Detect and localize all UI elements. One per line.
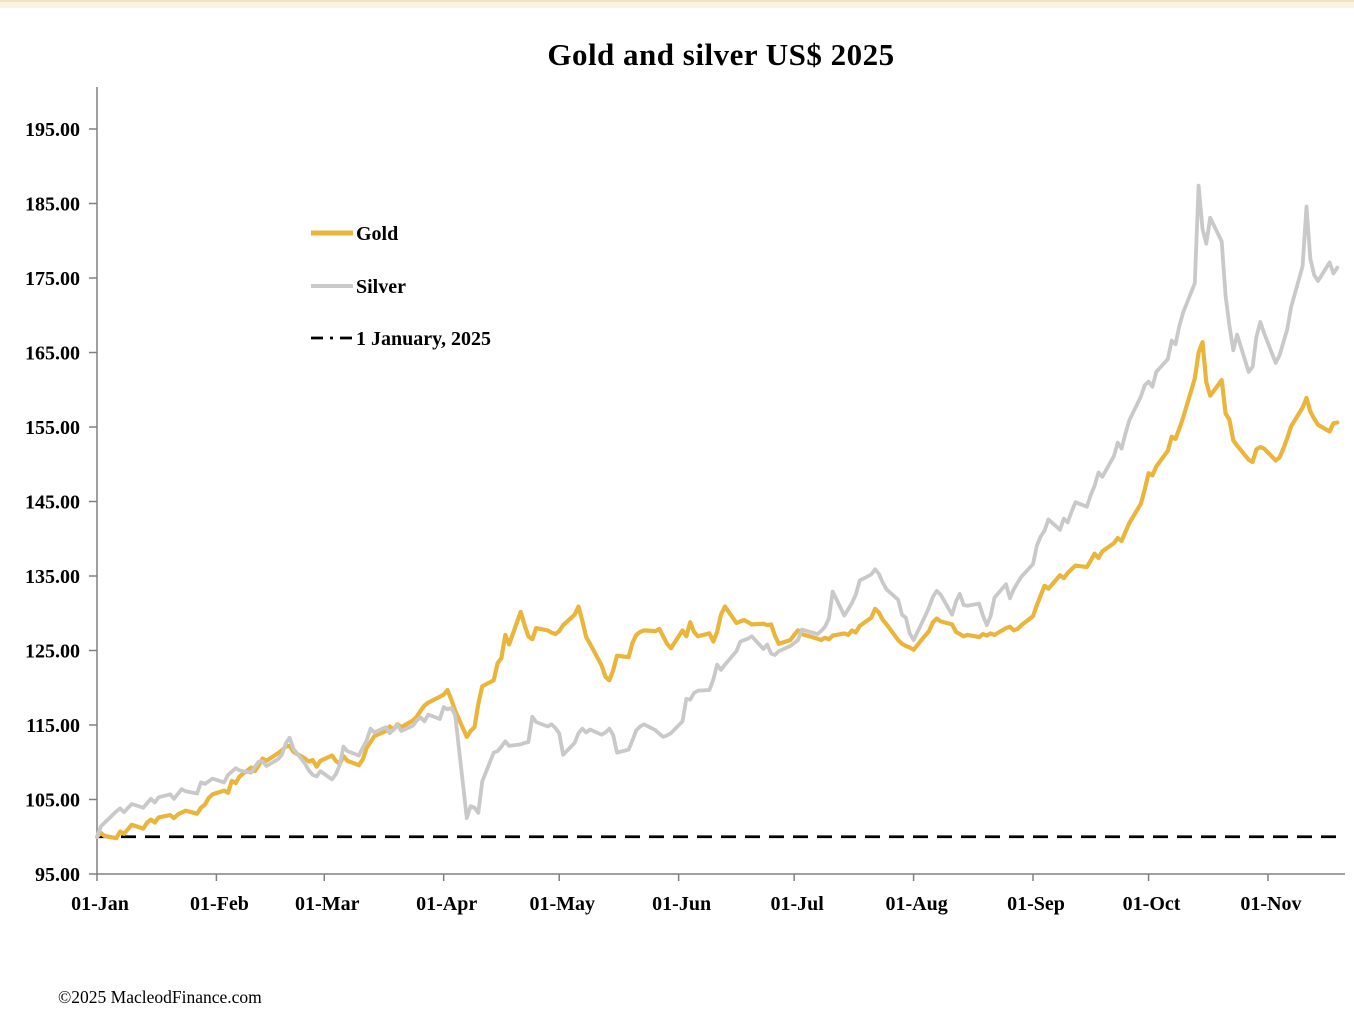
- copyright-text: ©2025 MacleodFinance.com: [58, 987, 262, 1007]
- x-tick-label: 01-Mar: [295, 893, 360, 915]
- axes: [89, 87, 1345, 881]
- y-tick-label: 175.00: [25, 268, 80, 290]
- y-tick-label: 115.00: [26, 715, 80, 737]
- gold-line: [94, 340, 1340, 841]
- y-tick-label: 105.00: [25, 790, 80, 812]
- x-tick-label: 01-Nov: [1240, 893, 1301, 915]
- y-tick-label: 135.00: [25, 566, 80, 588]
- x-tick-label: 01-Jun: [652, 893, 711, 915]
- legend: Gold Silver 1 January, 2025: [311, 223, 491, 350]
- x-tick-label: 01-May: [529, 893, 595, 915]
- x-tick-label: 01-Jul: [771, 893, 825, 915]
- y-tick-label: 95.00: [35, 864, 80, 886]
- x-tick-label: 01-Aug: [885, 893, 947, 915]
- y-tick-label: 165.00: [25, 343, 80, 365]
- silver-line: [95, 183, 1340, 839]
- y-axis-labels: 95.00 105.00 115.00 125.00 135.00 145.00 155.0…: [25, 119, 80, 886]
- x-tick-label: 01-Sep: [1007, 893, 1065, 915]
- top-accent-band: [0, 0, 1354, 8]
- axis-lines: [96, 87, 1345, 875]
- legend-label: 1 January, 2025: [356, 328, 491, 350]
- chart-title: Gold and silver US$ 2025: [547, 36, 895, 72]
- y-tick-label: 145.00: [25, 492, 80, 514]
- x-tick-label: 01-Feb: [190, 893, 249, 915]
- legend-label: Gold: [356, 223, 398, 245]
- x-axis-labels: 01-Jan 01-Feb 01-Mar 01-Apr 01-May 01-Jun 01-J…: [71, 893, 1301, 915]
- x-tick-label: 01-Oct: [1123, 893, 1181, 915]
- y-tick-label: 195.00: [25, 119, 80, 141]
- y-tick-label: 155.00: [25, 417, 80, 439]
- y-tick-label: 185.00: [25, 194, 80, 216]
- legend-label: Silver: [356, 276, 406, 298]
- x-tick-label: 01-Jan: [71, 893, 129, 915]
- x-tick-label: 01-Apr: [416, 893, 477, 915]
- y-tick-label: 125.00: [25, 641, 80, 663]
